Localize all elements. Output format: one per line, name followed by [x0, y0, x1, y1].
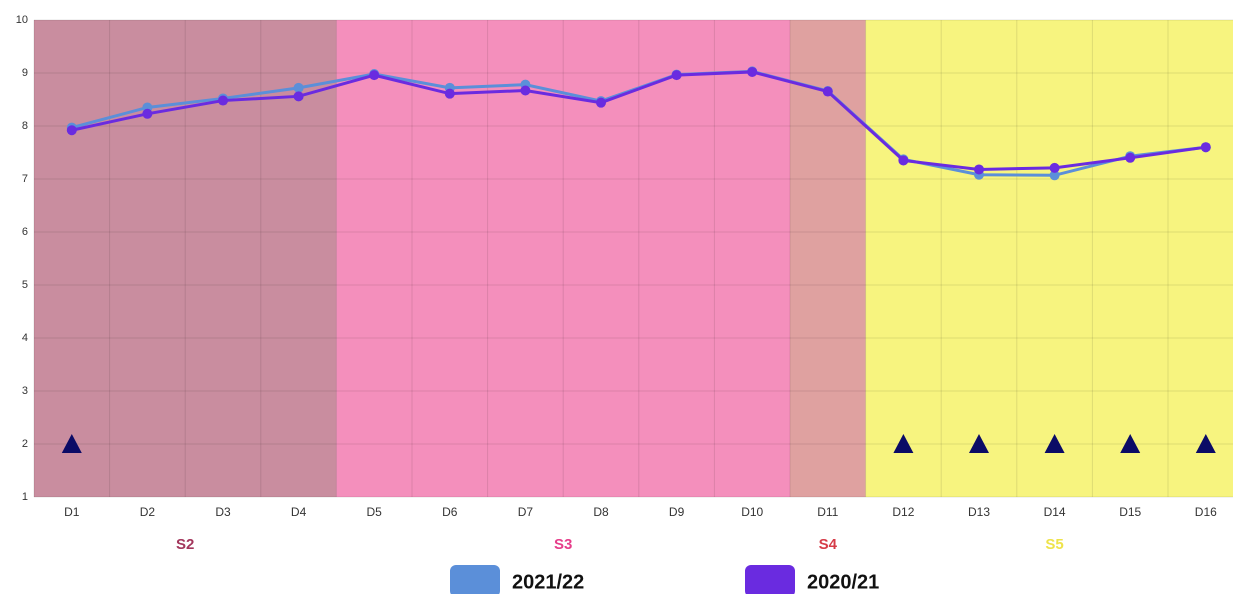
y-tick-label: 5 [22, 279, 28, 291]
series-point [1125, 152, 1136, 163]
series-point [520, 85, 531, 96]
series-point [293, 91, 304, 102]
region-label: S5 [1045, 536, 1063, 553]
x-tick-label: D6 [442, 505, 458, 519]
series-point [1049, 162, 1060, 173]
x-tick-label: D2 [140, 505, 156, 519]
region-band [790, 20, 866, 497]
x-tick-label: D15 [1119, 505, 1141, 519]
y-tick-label: 10 [16, 14, 28, 26]
x-tick-label: D16 [1195, 505, 1217, 519]
series-point [142, 108, 153, 119]
legend-label: 2021/22 [512, 571, 584, 593]
series-point [218, 95, 228, 106]
series-point [747, 66, 758, 77]
triangle-marker [1195, 434, 1216, 453]
y-tick-label: 9 [22, 67, 28, 79]
x-tick-label: D8 [593, 505, 609, 519]
legend-label: 2020/21 [807, 571, 879, 593]
y-tick-label: 2 [22, 438, 28, 450]
legend-swatch [450, 565, 500, 594]
region-band [336, 20, 790, 497]
y-tick-label: 3 [22, 385, 28, 397]
y-tick-label: 8 [22, 120, 28, 132]
series-point [596, 97, 606, 108]
x-tick-label: D11 [817, 505, 838, 519]
x-tick-label: D13 [968, 505, 990, 519]
x-tick-label: D9 [669, 505, 685, 519]
y-tick-label: 6 [22, 226, 28, 238]
x-tick-label: D14 [1044, 505, 1066, 519]
y-tick-label: 4 [22, 332, 28, 344]
series-line [71, 70, 1207, 171]
series-point [444, 88, 455, 99]
region-label: S3 [554, 536, 572, 553]
series-point [293, 82, 304, 93]
x-tick-label: D7 [518, 505, 534, 519]
x-tick-label: D4 [291, 505, 307, 519]
x-tick-label: D1 [64, 505, 80, 519]
series-point [369, 70, 380, 81]
y-tick-label: 7 [22, 173, 28, 185]
series-point [1200, 142, 1211, 153]
y-tick-label: 1 [22, 491, 28, 503]
x-tick-label: D3 [215, 505, 231, 519]
series-point [898, 155, 909, 166]
region-band [865, 20, 1233, 497]
region-label: S4 [819, 536, 838, 553]
triangle-marker [61, 434, 82, 453]
x-tick-label: D5 [367, 505, 383, 519]
series-point [66, 125, 77, 136]
series-point [671, 70, 682, 81]
series-point [974, 164, 984, 175]
x-tick-label: D10 [741, 505, 763, 519]
triangle-marker [1044, 434, 1065, 453]
region-label: S2 [176, 536, 194, 553]
triangle-marker [1120, 434, 1141, 453]
region-band [34, 20, 337, 497]
legend-swatch [745, 565, 795, 594]
series-point [822, 86, 833, 97]
x-tick-label: D12 [892, 505, 914, 519]
triangle-marker [893, 434, 914, 453]
triangle-marker [969, 434, 989, 453]
series-point [1049, 170, 1060, 181]
